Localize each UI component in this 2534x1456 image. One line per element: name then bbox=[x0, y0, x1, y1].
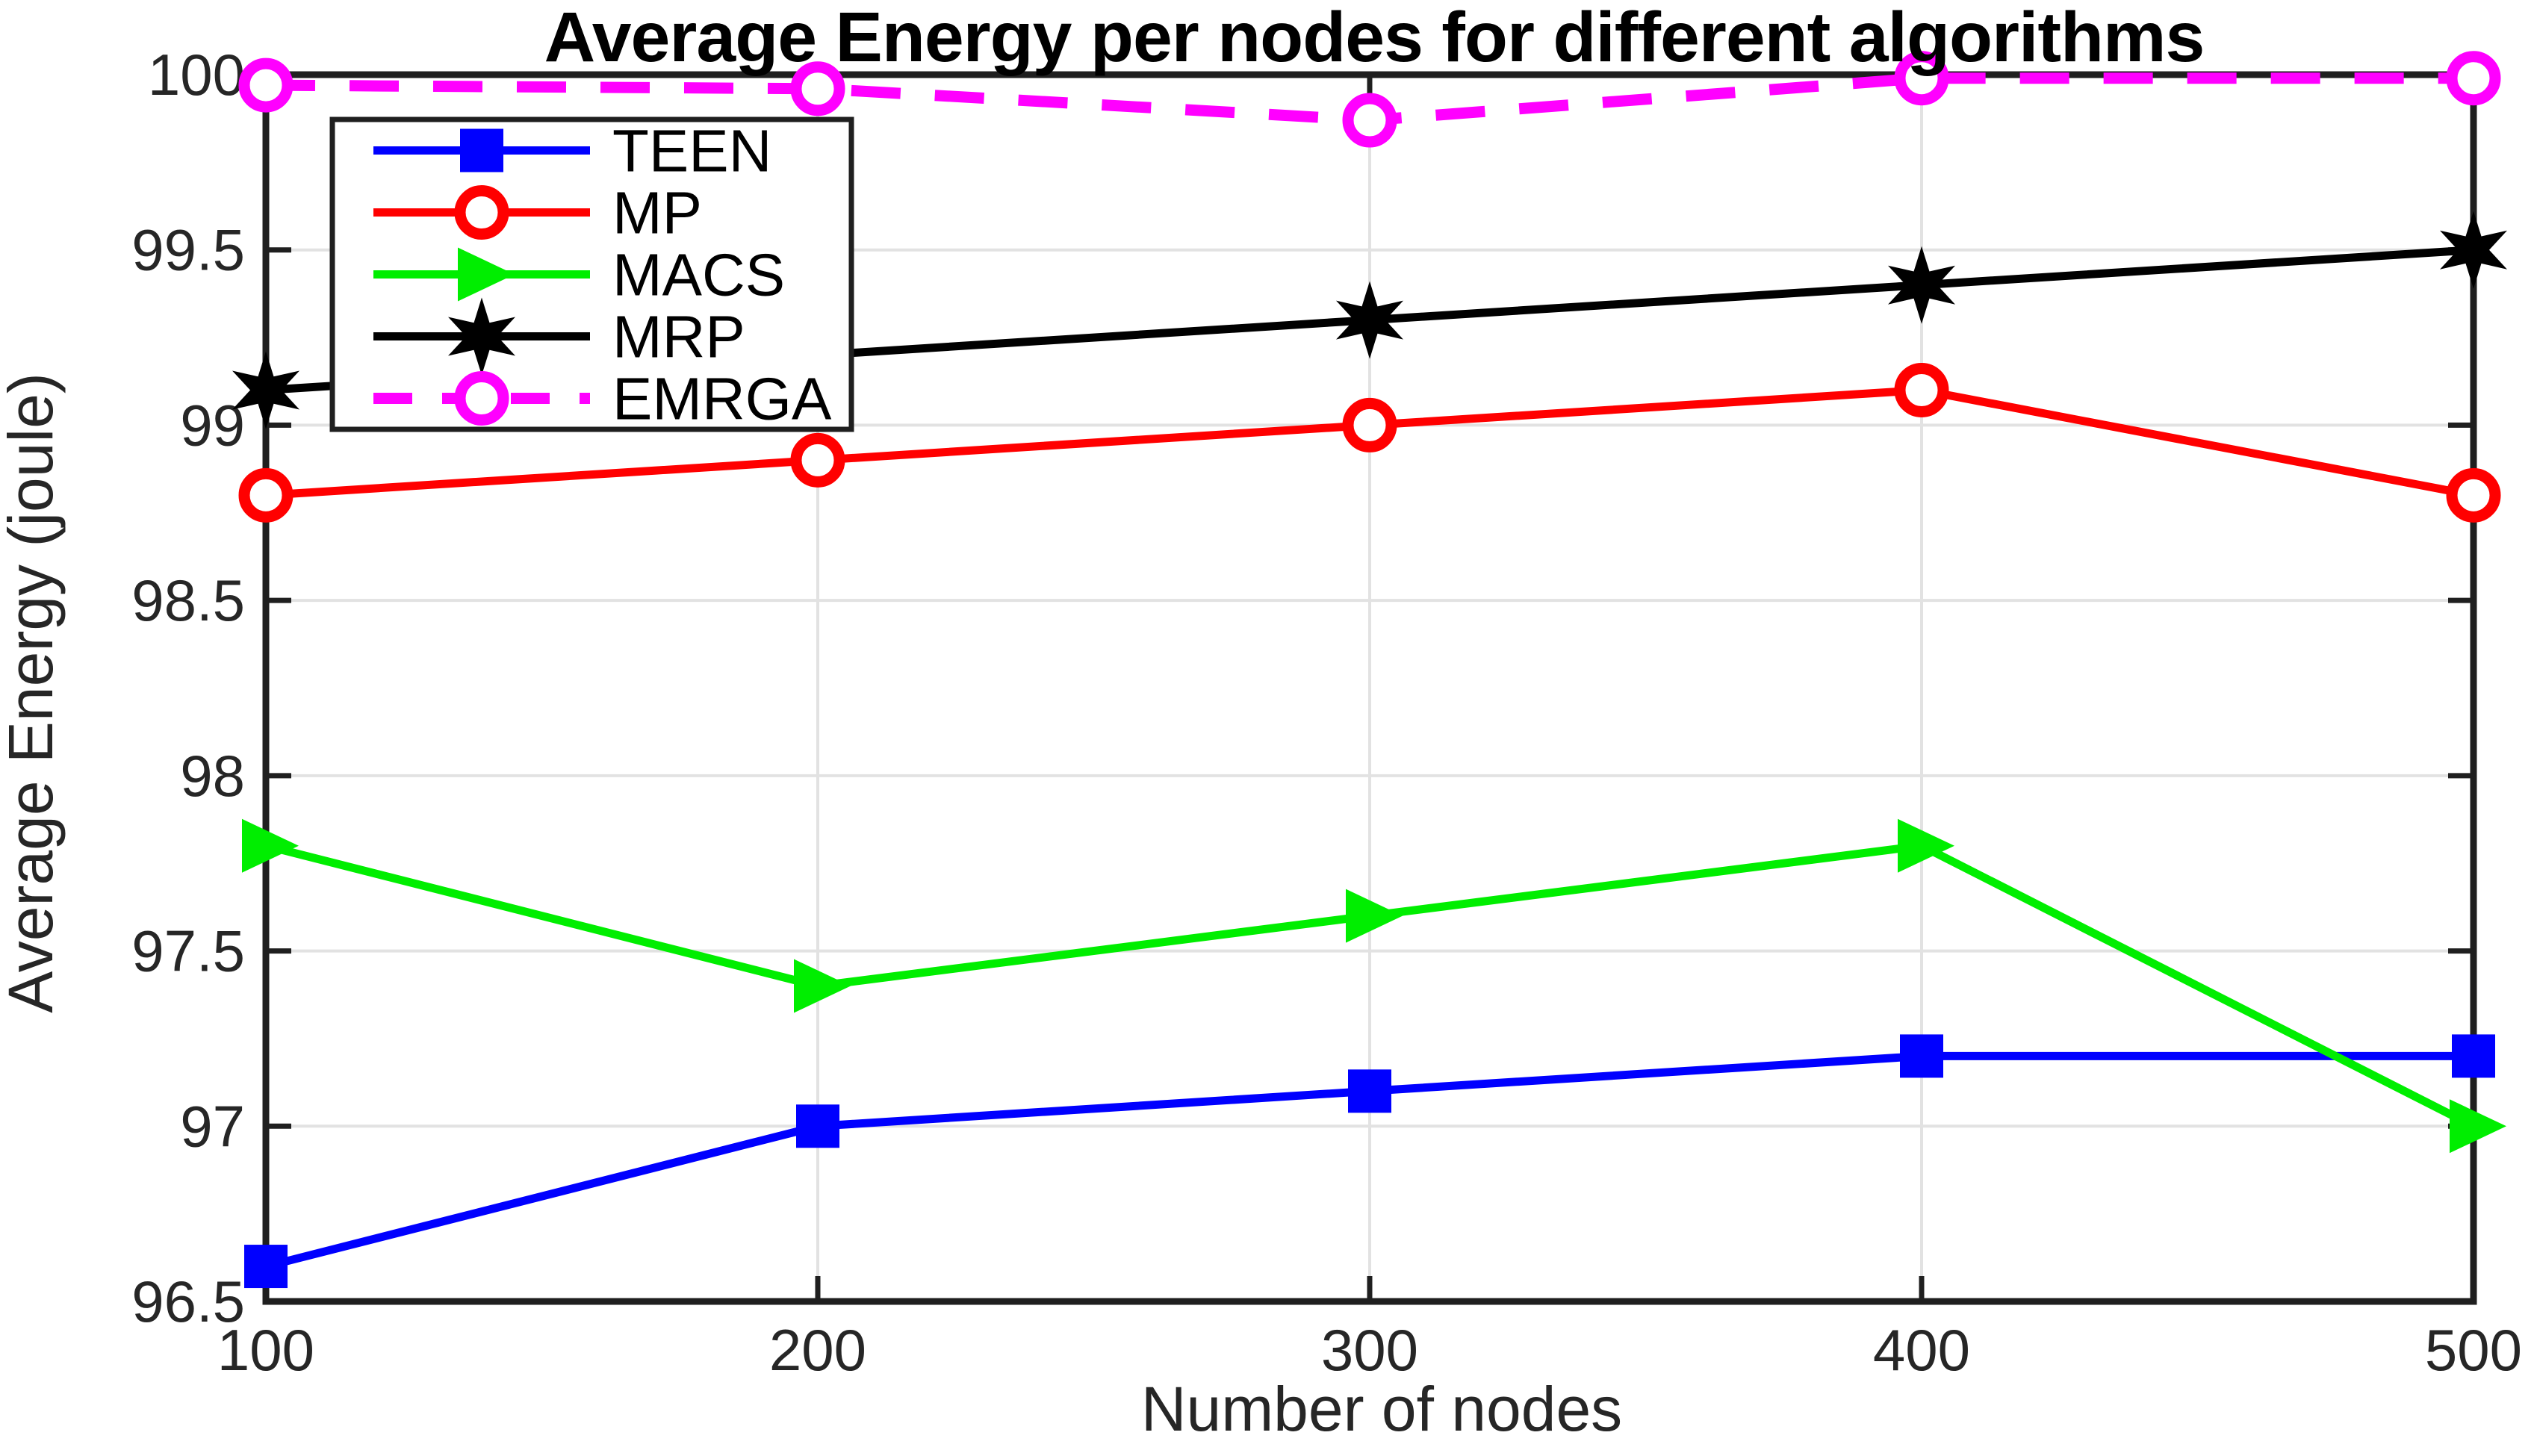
series-marker-TEEN bbox=[1348, 1069, 1391, 1113]
series-marker-EMRGA bbox=[1894, 51, 1949, 106]
series-marker-TEEN bbox=[244, 1245, 288, 1289]
series-marker-MP bbox=[790, 432, 845, 488]
x-tick-label: 500 bbox=[2425, 1317, 2522, 1383]
series-marker-EMRGA bbox=[1342, 93, 1397, 148]
series-marker-MRP bbox=[1888, 246, 1955, 324]
series-marker-MACS bbox=[1898, 818, 1954, 873]
y-tick-label: 98.5 bbox=[131, 567, 245, 633]
legend-sample-marker-TEEN bbox=[460, 128, 503, 172]
series-marker-MACS bbox=[794, 959, 851, 1013]
y-tick-label: 96.5 bbox=[131, 1269, 245, 1334]
y-tick-label: 99.5 bbox=[131, 217, 245, 283]
series-marker-MP bbox=[2446, 467, 2501, 523]
legend-sample-marker-MRP bbox=[448, 297, 515, 376]
series-marker-EMRGA bbox=[2446, 51, 2501, 106]
x-tick-label: 300 bbox=[1321, 1317, 1418, 1383]
series-marker-MRP bbox=[1336, 281, 1403, 359]
y-tick-label: 100 bbox=[148, 42, 245, 108]
legend-label-EMRGA: EMRGA bbox=[612, 366, 832, 432]
series-marker-MP bbox=[1342, 397, 1397, 452]
series-layer bbox=[232, 51, 2507, 1289]
series-marker-MACS bbox=[2450, 1099, 2506, 1154]
y-tick-label: 98 bbox=[180, 743, 245, 809]
series-marker-MRP bbox=[232, 351, 299, 429]
y-tick-label: 97.5 bbox=[131, 918, 245, 984]
legend-label-MP: MP bbox=[612, 180, 702, 246]
series-marker-MACS bbox=[1346, 889, 1403, 943]
series-marker-TEEN bbox=[1900, 1034, 1943, 1078]
legend-sample-marker-MACS bbox=[458, 247, 515, 302]
series-marker-MRP bbox=[2440, 211, 2507, 289]
legend-label-MRP: MRP bbox=[612, 304, 745, 370]
x-tick-label: 100 bbox=[217, 1317, 314, 1383]
legend-label-TEEN: TEEN bbox=[612, 118, 771, 184]
series-marker-TEEN bbox=[796, 1104, 839, 1148]
series-marker-TEEN bbox=[2452, 1034, 2495, 1078]
y-axis-label: Average Energy (joule) bbox=[0, 373, 66, 1013]
y-tick-label: 99 bbox=[180, 392, 245, 458]
x-tick-label: 200 bbox=[769, 1317, 866, 1383]
series-marker-MP bbox=[238, 467, 294, 523]
legend-sample-marker-EMRGA bbox=[454, 371, 509, 426]
legend-label-MACS: MACS bbox=[612, 242, 785, 308]
chart-title: Average Energy per nodes for different a… bbox=[544, 0, 2205, 77]
y-tick-label: 97 bbox=[180, 1093, 245, 1159]
series-marker-MACS bbox=[242, 818, 299, 873]
series-marker-EMRGA bbox=[790, 61, 845, 116]
x-tick-label: 400 bbox=[1873, 1317, 1970, 1383]
legend-sample-marker-MP bbox=[454, 185, 509, 240]
x-axis-label: Number of nodes bbox=[1141, 1374, 1622, 1444]
series-marker-MP bbox=[1894, 362, 1949, 417]
series-marker-EMRGA bbox=[238, 57, 294, 113]
axis-layer: 100 200 300 400 500 96.5 97 97.5 98 98.5 99 99.5 100 bbox=[131, 42, 2522, 1383]
